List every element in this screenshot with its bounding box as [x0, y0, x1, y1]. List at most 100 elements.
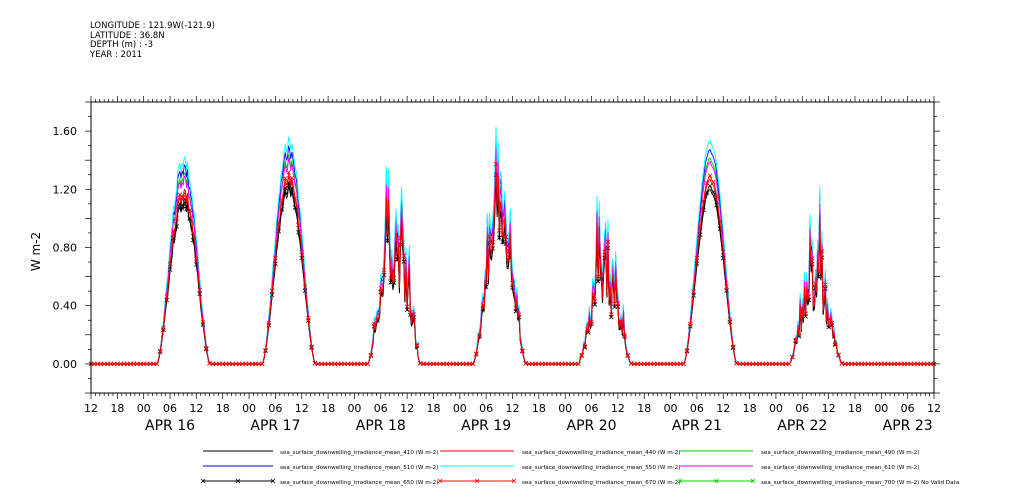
plot-lines — [88, 126, 937, 367]
x-tick-label: 12 — [506, 402, 520, 415]
series-marker — [147, 361, 153, 367]
series-marker — [819, 249, 825, 254]
series-marker — [157, 348, 163, 354]
series-marker — [223, 361, 229, 367]
series-marker — [457, 361, 463, 367]
series-marker — [609, 312, 614, 317]
series-marker — [879, 361, 884, 367]
series-marker — [240, 361, 245, 367]
series-marker — [556, 361, 561, 367]
series-marker — [259, 361, 265, 367]
legend-label: sea_surface_downwelling_irradiance_mean_… — [280, 450, 438, 456]
series-marker — [273, 255, 278, 261]
series-marker — [717, 218, 723, 224]
series-marker — [757, 361, 762, 367]
series-marker — [105, 361, 110, 367]
series-marker — [651, 361, 657, 367]
x-tick-label: 06 — [268, 402, 282, 415]
series-line — [91, 145, 934, 365]
series-marker — [302, 284, 308, 290]
legend-label: sea_surface_downwelling_irradiance_mean_… — [522, 465, 680, 471]
series-marker — [516, 312, 522, 317]
series-marker — [681, 361, 687, 367]
series-marker — [661, 361, 667, 367]
series-marker — [312, 360, 318, 366]
x-tick-label: 12 — [84, 402, 98, 415]
series-marker — [589, 319, 594, 325]
series-marker — [200, 320, 206, 325]
series-marker — [799, 306, 805, 311]
series-marker — [510, 281, 515, 286]
series-marker — [253, 361, 258, 367]
series-marker — [128, 361, 133, 367]
series-marker — [236, 361, 242, 367]
series-marker — [918, 361, 924, 367]
series-marker — [720, 255, 726, 261]
series-marker — [875, 361, 881, 367]
series-marker — [332, 361, 337, 367]
legend-label: sea_surface_downwelling_irradiance_mean_… — [522, 450, 680, 456]
legend-label: sea_surface_downwelling_irradiance_mean_… — [761, 465, 919, 471]
series-marker — [250, 361, 255, 367]
x-tick-label: 06 — [690, 402, 704, 415]
series-marker — [385, 231, 390, 236]
chart-header: LONGITUDE : 121.9W(-121.9) LATITUDE : 36… — [90, 21, 215, 60]
series-marker — [694, 261, 700, 266]
series-marker — [747, 361, 752, 367]
series-marker — [164, 294, 170, 299]
x-tick-label: 00 — [874, 402, 888, 415]
series-marker — [203, 345, 209, 351]
x-tick-label: 00 — [769, 402, 783, 415]
series-marker — [632, 361, 637, 367]
series-marker — [381, 267, 387, 273]
x-tick-label: 06 — [795, 402, 809, 415]
series-marker — [276, 221, 281, 226]
series-marker — [210, 361, 216, 367]
series-marker — [855, 361, 861, 367]
series-marker — [358, 361, 364, 367]
series-marker — [869, 361, 874, 367]
series-marker — [506, 249, 512, 254]
series-marker — [424, 361, 430, 367]
series-marker — [648, 361, 654, 367]
series-marker — [872, 361, 878, 367]
legend-label: sea_surface_downwelling_irradiance_mean_… — [761, 480, 959, 486]
x-tick-label: 00 — [453, 402, 467, 415]
series-marker — [655, 361, 660, 367]
series-marker — [767, 361, 772, 367]
series-marker — [434, 361, 440, 367]
legend-marker — [437, 478, 443, 484]
series-marker — [220, 361, 226, 367]
series-marker — [329, 361, 334, 367]
series-marker — [641, 361, 647, 367]
series-marker — [177, 192, 183, 197]
series-marker — [325, 361, 331, 367]
plot-frame — [90, 101, 935, 394]
x-tick-label: 06 — [163, 402, 177, 415]
series-marker — [184, 197, 189, 203]
x-tick-label: 12 — [716, 402, 730, 415]
series-marker — [450, 361, 456, 367]
series-marker — [98, 361, 104, 367]
x-tick-label: 12 — [295, 402, 309, 415]
series-marker — [227, 361, 232, 367]
series-marker — [569, 361, 575, 367]
series-marker — [490, 239, 496, 245]
series-marker — [167, 267, 173, 272]
series-marker — [503, 234, 509, 240]
series-marker — [309, 344, 314, 350]
series-marker — [338, 361, 344, 367]
series-marker — [154, 361, 160, 367]
series-marker — [694, 255, 700, 261]
series-marker — [151, 361, 156, 367]
x-tick-label: 06 — [479, 402, 493, 415]
series-marker — [911, 361, 917, 367]
series-marker — [915, 361, 920, 367]
legend-label: sea_surface_downwelling_irradiance_mean_… — [280, 465, 438, 471]
series-marker — [371, 321, 377, 327]
series-marker — [701, 198, 706, 204]
series-marker — [190, 230, 196, 236]
series-marker — [836, 352, 841, 358]
series-marker — [180, 204, 186, 209]
series-marker — [217, 361, 222, 367]
